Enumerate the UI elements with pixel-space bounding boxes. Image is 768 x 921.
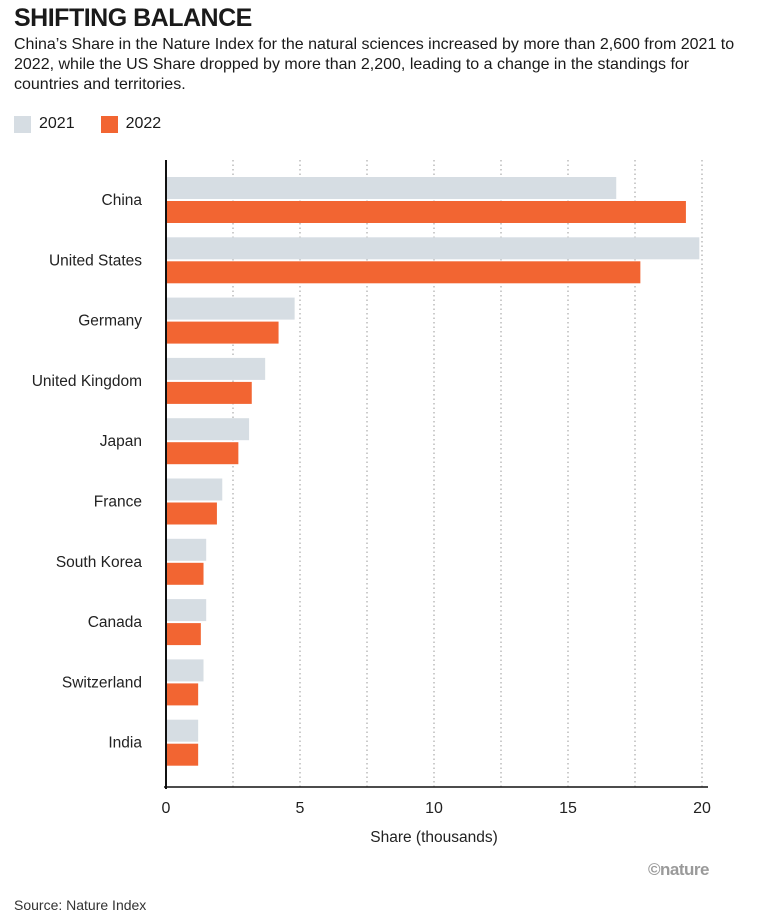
bar-2022-india — [166, 743, 199, 766]
legend-swatch-2022 — [100, 115, 118, 133]
bar-2022-germany — [166, 321, 279, 344]
legend-item-2022: 2022 — [100, 115, 162, 133]
category-label: United Kingdom — [32, 373, 142, 390]
bar-2021-south-korea — [166, 538, 207, 561]
chart-subtitle: China’s Share in the Nature Index for th… — [14, 36, 735, 93]
legend-label-2022: 2022 — [125, 115, 162, 132]
category-label: Switzerland — [62, 674, 142, 691]
legend-swatch-2021 — [14, 115, 31, 133]
chart-title: SHIFTING BALANCE — [14, 4, 252, 32]
bar-2022-china — [166, 201, 686, 223]
bar-2022-japan — [166, 442, 239, 465]
category-label: United States — [49, 252, 142, 269]
bar-2022-united-states — [166, 261, 641, 284]
legend: 2021 2022 — [14, 115, 187, 133]
x-tick-label: 0 — [162, 800, 171, 817]
category-label: South Korea — [56, 554, 143, 571]
x-tick-label: 15 — [559, 800, 577, 817]
category-label: Japan — [100, 433, 142, 450]
bar-2021-japan — [166, 418, 250, 441]
category-label: India — [108, 735, 142, 752]
x-tick-label: 10 — [425, 800, 443, 817]
category-label: France — [94, 494, 142, 511]
nature-logo: ©nature — [648, 860, 709, 879]
legend-label-2021: 2021 — [39, 115, 75, 132]
category-label: China — [102, 192, 143, 209]
bar-2021-france — [166, 478, 223, 501]
category-label: Canada — [88, 614, 143, 631]
bar-2021-germany — [166, 297, 295, 320]
bar-2021-china — [166, 177, 617, 199]
legend-item-2021: 2021 — [14, 115, 75, 133]
x-axis-title: Share (thousands) — [370, 829, 498, 846]
bar-2022-united-kingdom — [166, 381, 252, 404]
bar-2021-india — [166, 719, 199, 742]
category-label: Germany — [78, 313, 142, 330]
bar-2021-canada — [166, 599, 207, 622]
bar-2022-france — [166, 502, 217, 525]
source-note: Source: Nature Index — [14, 897, 147, 913]
bar-2022-canada — [166, 623, 201, 646]
bar-2021-united-kingdom — [166, 357, 266, 380]
bar-2022-switzerland — [166, 683, 199, 706]
x-tick-label: 5 — [296, 800, 305, 817]
bar-2021-switzerland — [166, 659, 204, 682]
x-tick-label: 20 — [693, 800, 711, 817]
bar-2022-south-korea — [166, 562, 204, 585]
bar-2021-united-states — [166, 237, 700, 260]
